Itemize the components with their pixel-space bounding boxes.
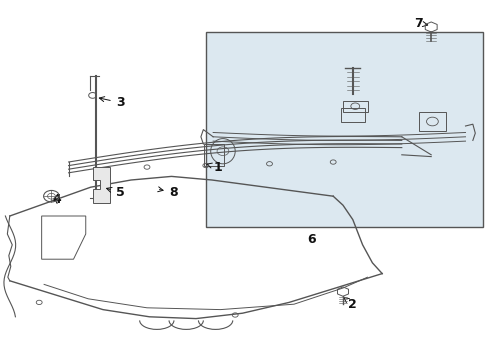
Text: 7: 7 — [415, 17, 428, 30]
Text: 6: 6 — [307, 233, 316, 246]
Bar — [419, 112, 446, 131]
Bar — [343, 101, 368, 112]
Bar — [341, 108, 365, 122]
Text: 8: 8 — [158, 186, 178, 199]
FancyBboxPatch shape — [206, 32, 483, 227]
Text: 3: 3 — [99, 96, 124, 109]
Text: 1: 1 — [207, 161, 222, 174]
Text: 2: 2 — [343, 297, 357, 311]
Bar — [204, 144, 224, 166]
Polygon shape — [93, 167, 110, 203]
Text: 5: 5 — [107, 186, 124, 199]
Text: 4: 4 — [52, 193, 61, 206]
